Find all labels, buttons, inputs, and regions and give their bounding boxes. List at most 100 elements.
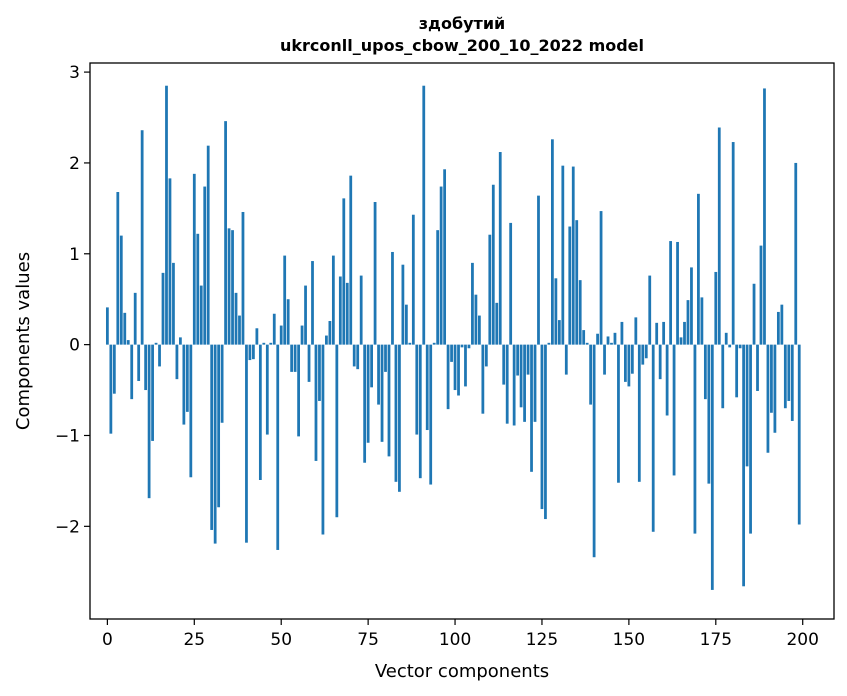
bar-116 xyxy=(509,222,513,345)
x-tick-label: 25 xyxy=(183,630,205,650)
bar-173 xyxy=(707,344,711,484)
bar-48 xyxy=(272,313,276,345)
bar-129 xyxy=(554,278,558,345)
bar-44 xyxy=(258,344,262,480)
y-tick-label: −2 xyxy=(55,517,80,537)
bar-34 xyxy=(224,121,227,345)
bar-177 xyxy=(721,344,725,409)
bar-122 xyxy=(530,344,533,472)
bar-184 xyxy=(745,344,749,467)
bar-21 xyxy=(179,337,182,345)
bar-3 xyxy=(116,192,120,345)
bar-76 xyxy=(370,344,373,388)
x-tick-label: 125 xyxy=(526,630,558,650)
bar-164 xyxy=(676,241,679,345)
bar-174 xyxy=(710,344,714,590)
bar-180 xyxy=(731,142,735,345)
bar-168 xyxy=(690,267,693,345)
bar-154 xyxy=(641,344,645,365)
bar-178 xyxy=(724,332,728,345)
bar-14 xyxy=(154,342,158,345)
bar-185 xyxy=(749,344,752,534)
y-tick-label: 0 xyxy=(69,336,80,356)
bar-199 xyxy=(797,344,801,525)
bar-40 xyxy=(245,344,248,543)
x-axis-label: Vector components xyxy=(375,661,549,682)
bar-113 xyxy=(498,152,502,345)
bar-75 xyxy=(366,344,370,443)
bar-51 xyxy=(283,255,287,345)
bar-22 xyxy=(182,344,186,425)
bar-86 xyxy=(404,304,408,345)
bar-4 xyxy=(119,235,123,345)
bar-12 xyxy=(147,344,151,499)
bar-13 xyxy=(151,344,154,441)
bar-38 xyxy=(238,315,241,345)
bar-106 xyxy=(474,294,478,345)
bar-105 xyxy=(471,262,474,345)
bar-112 xyxy=(495,302,499,345)
bar-198 xyxy=(794,162,798,345)
bar-74 xyxy=(363,344,367,463)
bar-124 xyxy=(537,195,540,345)
bar-57 xyxy=(304,285,307,345)
bar-192 xyxy=(773,344,777,433)
bar-32 xyxy=(217,344,221,508)
bar-158 xyxy=(655,322,659,345)
bar-121 xyxy=(526,344,530,375)
bar-135 xyxy=(575,220,579,345)
y-tick-label: 3 xyxy=(69,63,80,83)
bar-165 xyxy=(679,337,683,345)
bar-111 xyxy=(491,184,495,345)
bar-19 xyxy=(172,262,175,345)
bar-series xyxy=(105,85,801,590)
bar-166 xyxy=(683,321,686,345)
bar-7 xyxy=(130,344,134,400)
bar-43 xyxy=(255,328,259,345)
bar-159 xyxy=(658,344,662,380)
bar-169 xyxy=(693,344,697,534)
bar-80 xyxy=(384,344,387,372)
bar-119 xyxy=(519,344,523,408)
bar-117 xyxy=(512,344,516,426)
bar-93 xyxy=(429,344,433,485)
bar-118 xyxy=(516,344,520,376)
bar-18 xyxy=(168,178,172,345)
bar-85 xyxy=(401,264,405,345)
bar-176 xyxy=(717,127,721,345)
bar-24 xyxy=(189,344,193,478)
bar-133 xyxy=(568,226,572,345)
bar-157 xyxy=(651,344,655,532)
bar-25 xyxy=(192,173,196,345)
bar-8 xyxy=(133,292,137,345)
bar-155 xyxy=(644,344,648,359)
bar-136 xyxy=(578,280,582,345)
bar-109 xyxy=(484,344,488,367)
y-axis-label: Components values xyxy=(13,252,34,430)
bar-101 xyxy=(457,344,460,396)
bar-140 xyxy=(592,344,596,558)
bar-100 xyxy=(453,344,457,391)
bar-190 xyxy=(766,344,770,453)
bar-30 xyxy=(210,344,214,530)
bar-144 xyxy=(606,336,610,345)
bar-62 xyxy=(321,344,325,535)
bar-15 xyxy=(158,344,161,367)
bar-59 xyxy=(311,261,314,345)
bar-167 xyxy=(686,300,690,345)
bar-39 xyxy=(241,211,245,345)
bar-138 xyxy=(585,342,589,345)
bar-123 xyxy=(533,344,537,422)
bar-92 xyxy=(425,344,429,431)
plot-frame xyxy=(89,62,835,620)
bar-11 xyxy=(144,344,148,391)
bar-79 xyxy=(380,344,384,442)
bar-120 xyxy=(523,344,526,422)
bar-131 xyxy=(561,165,565,345)
bar-170 xyxy=(697,193,700,345)
chart-title-line-1: здобутий xyxy=(419,14,506,33)
bar-145 xyxy=(610,342,613,345)
y-tick-label: 2 xyxy=(69,154,80,174)
bar-36 xyxy=(231,230,234,345)
bar-191 xyxy=(770,344,773,413)
